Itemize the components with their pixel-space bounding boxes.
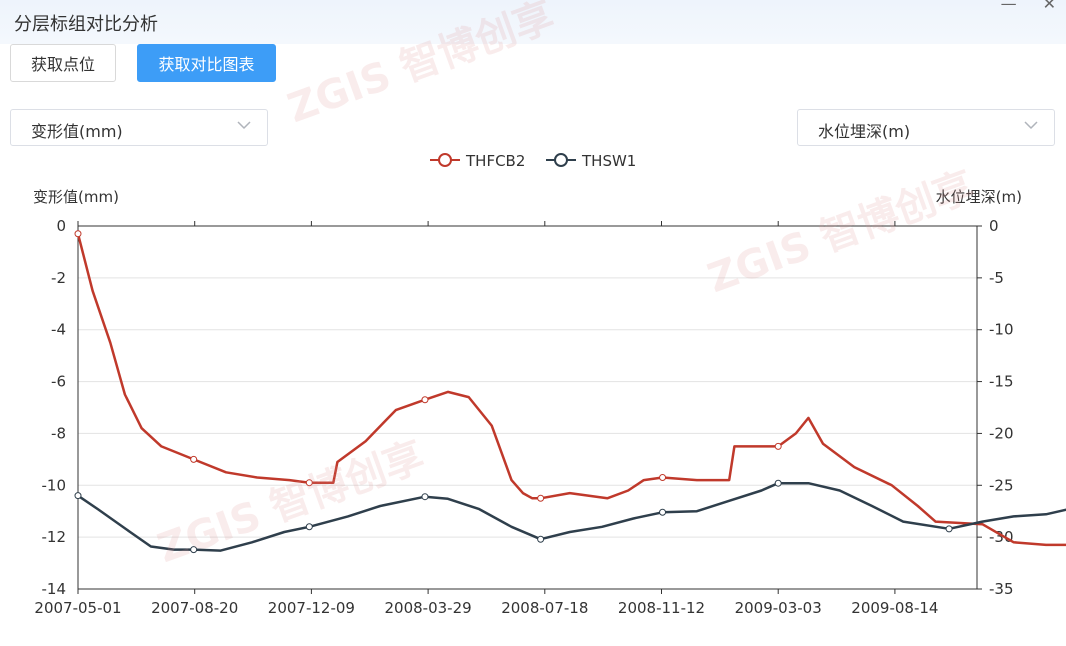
y-right-axis-title: 水位埋深(m)	[936, 188, 1022, 206]
y-right-tick-label: -5	[989, 269, 1004, 287]
chevron-down-icon	[1024, 121, 1038, 130]
data-point	[190, 455, 198, 463]
y-right-tick-label: -15	[989, 373, 1014, 391]
y-left-tick-label: 0	[56, 217, 66, 235]
y-left-tick-label: -12	[42, 528, 67, 546]
legend-label: THSW1	[581, 152, 636, 170]
y-right-tick-label: 0	[989, 217, 999, 235]
y-left-axis-title: 变形值(mm)	[33, 188, 119, 206]
get-points-button[interactable]: 获取点位	[10, 44, 116, 82]
y-left-tick-label: -10	[42, 476, 67, 494]
data-point	[537, 535, 545, 543]
data-point	[774, 442, 782, 450]
x-tick-label: 2007-12-09	[268, 599, 355, 617]
legend-marker	[438, 153, 452, 167]
data-point	[305, 523, 313, 531]
line-chart: 0 0-2 -5-4 -10-6 -15-8 -20-10 -25-12 -30-14 -352…	[33, 152, 1066, 617]
window-controls: — ✕	[1001, 0, 1056, 13]
data-point	[190, 546, 198, 554]
data-point	[537, 494, 545, 502]
x-tick-label: 2008-07-18	[501, 599, 588, 617]
chevron-down-icon	[237, 121, 251, 130]
data-point	[421, 396, 429, 404]
left-metric-value: 变形值(mm)	[31, 122, 123, 141]
right-metric-value: 水位埋深(m)	[818, 122, 911, 141]
y-right-tick-label: -25	[989, 476, 1014, 494]
series-line-THFCB2	[76, 233, 1066, 547]
data-point	[305, 479, 313, 487]
y-left-tick-label: -8	[51, 424, 66, 442]
x-tick-label: 2007-05-01	[34, 599, 121, 617]
legend-marker	[554, 153, 568, 167]
y-right-tick-label: -20	[989, 424, 1014, 442]
x-tick-label: 2008-11-12	[618, 599, 705, 617]
x-tick-label: 2009-03-03	[735, 599, 822, 617]
left-metric-select[interactable]: 变形值(mm)	[10, 109, 268, 146]
data-point	[774, 479, 782, 487]
x-tick-label: 2007-08-20	[151, 599, 238, 617]
data-point	[945, 525, 953, 533]
data-point	[421, 493, 429, 501]
right-metric-select[interactable]: 水位埋深(m)	[797, 109, 1055, 146]
x-tick-label: 2009-08-14	[851, 599, 938, 617]
title-bar: 分层标组对比分析 — ✕	[0, 0, 1066, 44]
data-point	[74, 230, 82, 238]
window-title: 分层标组对比分析	[14, 14, 158, 35]
series-line-THSW1	[77, 481, 1066, 552]
y-left-tick-label: -2	[51, 269, 66, 287]
get-chart-button[interactable]: 获取对比图表	[137, 44, 276, 82]
y-left-tick-label: -4	[51, 321, 66, 339]
data-point	[659, 474, 667, 482]
y-left-tick-label: -14	[42, 580, 67, 598]
legend-label: THFCB2	[465, 152, 525, 170]
data-point	[74, 492, 82, 500]
y-right-tick-label: -35	[989, 580, 1014, 598]
minimize-icon[interactable]: —	[1000, 0, 1017, 13]
y-right-tick-label: -10	[989, 321, 1014, 339]
x-tick-label: 2008-03-29	[385, 599, 472, 617]
close-icon[interactable]: ✕	[1042, 0, 1056, 13]
y-left-tick-label: -6	[51, 373, 66, 391]
data-point	[659, 508, 667, 516]
